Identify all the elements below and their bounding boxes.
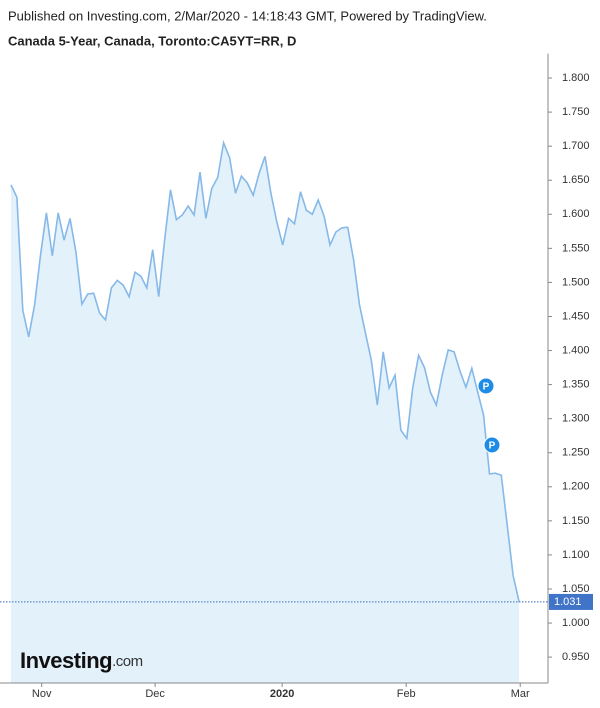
y-tick-label: 1.150 (562, 515, 590, 527)
y-tick-label: 1.100 (562, 549, 590, 561)
y-tick-label: 1.500 (562, 276, 590, 288)
logo: Investing.com (20, 648, 143, 673)
y-tick-label: 1.600 (562, 208, 590, 220)
y-tick-label: 1.650 (562, 174, 590, 186)
y-tick-label: 1.700 (562, 140, 590, 152)
y-tick-label: 1.050 (562, 583, 590, 595)
published-note: Published on Investing.com, 2/Mar/2020 -… (8, 8, 487, 23)
y-tick-label: 1.300 (562, 413, 590, 425)
x-tick-label: Mar (511, 688, 530, 700)
y-tick-label: 1.250 (562, 447, 590, 459)
y-tick-label: 1.000 (562, 617, 590, 629)
line (10, 139, 520, 603)
chart-title: Canada 5-Year, Canada, Toronto:CA5YT=RR,… (8, 33, 296, 48)
x-tick-label: 2020 (270, 688, 294, 700)
annotation-label: P (483, 382, 490, 393)
logo-suffix: .com (112, 653, 143, 670)
annotation-label: P (489, 441, 496, 452)
x-tick-label: Feb (397, 688, 416, 700)
x-tick-label: Nov (32, 688, 52, 700)
y-tick-label: 1.350 (562, 379, 590, 391)
last-value-label: 1.031 (554, 596, 582, 608)
y-tick-label: 1.750 (562, 106, 590, 118)
y-tick-label: 1.450 (562, 310, 590, 322)
y-tick-label: 0.950 (562, 651, 590, 663)
y-tick-label: 1.800 (562, 72, 590, 84)
annotation-marker (477, 377, 495, 395)
x-tick-label: Dec (145, 688, 165, 700)
y-tick-label: 1.550 (562, 242, 590, 254)
annotation-marker (483, 436, 501, 454)
last-value-box (549, 593, 593, 610)
area-fill (10, 142, 520, 684)
logo-main: Investing (20, 648, 112, 673)
y-tick-label: 1.400 (562, 344, 590, 356)
y-tick-label: 1.200 (562, 481, 590, 493)
